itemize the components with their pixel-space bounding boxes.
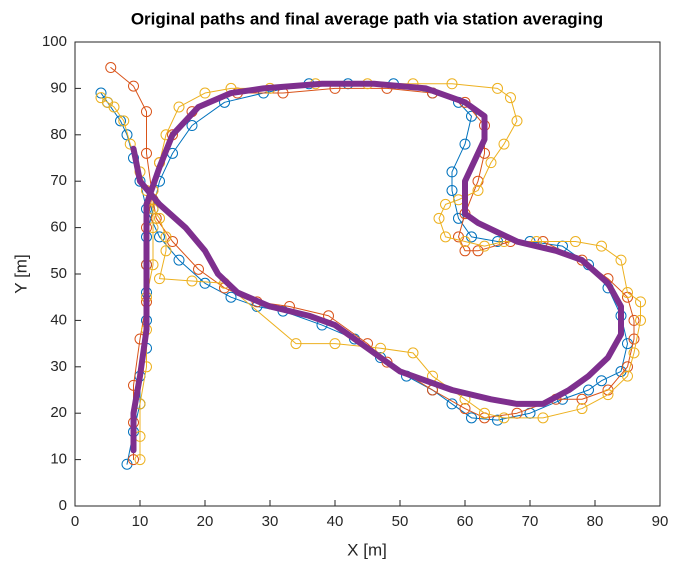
marker: [290, 338, 302, 350]
marker: [628, 347, 640, 359]
y-axis-label: Y [m]: [11, 254, 30, 293]
marker: [472, 184, 484, 196]
marker: [173, 101, 185, 113]
marker: [635, 314, 646, 326]
x-tick-label: 40: [327, 513, 344, 530]
marker: [622, 370, 633, 382]
marker: [583, 384, 594, 396]
x-tick-label: 60: [457, 513, 474, 530]
marker: [576, 393, 588, 405]
series-line: [130, 80, 624, 454]
marker: [628, 333, 640, 345]
marker: [154, 212, 165, 224]
marker: [628, 314, 640, 326]
marker: [466, 412, 477, 424]
y-tick-label: 60: [50, 219, 67, 236]
marker: [485, 157, 497, 169]
y-tick-label: 0: [59, 497, 67, 514]
series-line: [110, 67, 635, 461]
y-tick-label: 40: [50, 311, 67, 328]
plot-frame: [74, 41, 661, 507]
marker: [446, 78, 458, 90]
marker: [622, 287, 633, 299]
marker: [105, 62, 117, 74]
marker: [459, 245, 471, 257]
marker: [193, 263, 204, 275]
marker: [407, 347, 419, 359]
marker: [440, 231, 451, 243]
y-tick-label: 80: [50, 126, 67, 143]
x-tick-label: 0: [71, 513, 79, 530]
marker: [186, 275, 198, 287]
series-line: [100, 83, 628, 465]
y-tick-label: 20: [50, 404, 67, 421]
y-tick-label: 90: [50, 79, 67, 96]
y-tick-label: 30: [50, 358, 67, 375]
marker: [459, 403, 471, 415]
marker: [154, 273, 165, 285]
x-tick-label: 10: [132, 513, 149, 530]
marker: [134, 454, 146, 466]
marker: [375, 342, 386, 354]
marker: [173, 254, 185, 266]
marker: [118, 115, 130, 127]
marker: [433, 212, 445, 224]
x-tick-label: 20: [197, 513, 214, 530]
marker: [440, 198, 451, 210]
marker: [225, 291, 237, 303]
marker: [186, 120, 198, 132]
x-tick-label: 90: [652, 513, 669, 530]
marker: [498, 138, 510, 150]
marker: [199, 87, 211, 99]
x-tick-label: 50: [392, 513, 409, 530]
y-tick-label: 100: [42, 33, 67, 50]
marker: [492, 82, 503, 94]
x-tick-label: 70: [522, 513, 539, 530]
marker: [492, 414, 503, 426]
marker: [199, 277, 211, 289]
marker: [570, 236, 581, 248]
marker: [635, 296, 646, 308]
marker: [472, 175, 484, 187]
chart-title: Original paths and final average path vi…: [131, 9, 603, 28]
marker: [160, 231, 172, 243]
marker: [596, 375, 607, 387]
marker: [128, 454, 139, 466]
marker: [622, 361, 633, 373]
marker: [537, 412, 549, 424]
marker: [602, 389, 614, 401]
marker: [576, 403, 588, 415]
marker: [479, 407, 490, 419]
marker: [498, 412, 510, 424]
marker: [459, 236, 471, 248]
marker: [141, 147, 152, 159]
marker: [154, 231, 165, 243]
y-tick-label: 10: [50, 451, 67, 468]
y-tick-label: 50: [50, 265, 67, 282]
marker: [511, 115, 523, 127]
marker: [459, 138, 471, 150]
marker: [446, 166, 458, 178]
marker: [446, 184, 458, 196]
marker: [124, 138, 136, 150]
y-tick-label: 70: [50, 172, 67, 189]
marker: [128, 80, 139, 92]
x-tick-label: 80: [587, 513, 604, 530]
marker: [141, 106, 152, 118]
marker: [329, 338, 341, 350]
x-axis-label: X [m]: [347, 540, 387, 559]
marker: [596, 240, 607, 252]
marker: [615, 254, 627, 266]
marker: [108, 101, 120, 113]
marker: [505, 92, 516, 104]
marker: [160, 245, 172, 257]
marker: [479, 240, 490, 252]
x-tick-label: 30: [262, 513, 279, 530]
